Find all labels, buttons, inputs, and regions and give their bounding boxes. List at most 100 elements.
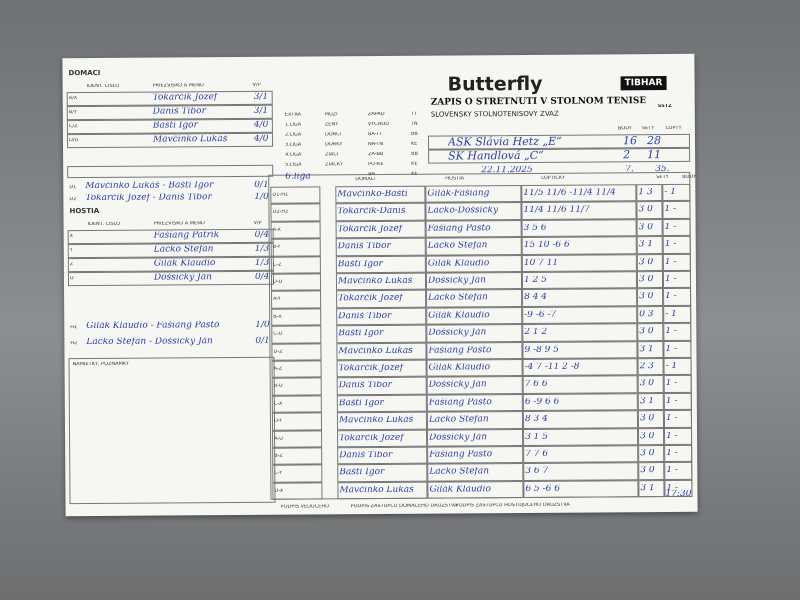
league-group: MUŽI bbox=[324, 112, 338, 118]
match-balls: 7 7 6 bbox=[525, 449, 549, 459]
team-column: SETY bbox=[641, 126, 655, 132]
match-guest: Došsický Ján bbox=[428, 328, 487, 338]
match-sets: 3 0 bbox=[640, 431, 655, 441]
player-name: Lacko Štefan bbox=[153, 244, 214, 255]
league-level: 3.LIGA bbox=[285, 142, 302, 148]
match-home: Daniš Tibor bbox=[337, 241, 391, 252]
signature-label: PODPIS ZÁSTUPCU HOSTUJÚCEHO DRUŽSTVA bbox=[455, 502, 570, 509]
match-pair: A-U bbox=[274, 436, 283, 442]
doubles-code: H1 bbox=[70, 325, 78, 331]
league-level: 1.LIGA bbox=[284, 122, 302, 128]
match-pair: C-U bbox=[273, 331, 283, 337]
match-points: 1 - bbox=[664, 205, 677, 215]
match-sets: 2 3 bbox=[639, 362, 654, 372]
match-points: 1 - bbox=[664, 257, 677, 267]
match-balls: -4 7 -11 2 -8 bbox=[524, 362, 580, 372]
match-points: 1 - bbox=[666, 431, 678, 441]
match-sets: 3 0 bbox=[639, 414, 655, 424]
sheet-subtitle: SLOVENSKÝ STOLNOTENISOVÝ ZVÄZ bbox=[430, 110, 559, 119]
match-guest: Lacko Štefan bbox=[429, 467, 490, 478]
player-code: C/Z bbox=[68, 124, 78, 130]
match-home: Tokarčík Jozef bbox=[338, 363, 404, 374]
player-vp: 3/1 bbox=[253, 106, 269, 116]
league-code: BB bbox=[411, 151, 418, 157]
match-guest: Fašiang Pasto bbox=[429, 450, 493, 460]
match-home: Mavčinko Lukáš bbox=[337, 276, 413, 287]
league-group: ŽIACI bbox=[325, 152, 339, 158]
match-points: 1 - bbox=[665, 327, 678, 337]
match-sets: 3 1 bbox=[639, 396, 655, 406]
match-home: Daniš Tibor bbox=[338, 381, 392, 391]
round: 7. bbox=[625, 165, 634, 175]
match-guest: Lacko Štefan bbox=[428, 415, 489, 425]
match-pair: D-Z bbox=[273, 349, 283, 355]
match-balls: 3 6 7 bbox=[525, 466, 549, 477]
match-points: 1 - bbox=[664, 222, 677, 232]
player-name: Bašti Igor bbox=[152, 120, 198, 131]
match-points: 1 - bbox=[666, 466, 678, 476]
match-points: 1 - bbox=[665, 396, 678, 406]
match-points: - 1 bbox=[664, 187, 677, 198]
team-label: HOSTIA bbox=[69, 207, 100, 216]
match-home: Mavčinko Lukáš bbox=[338, 346, 413, 356]
match-guest: Došsický Ján bbox=[427, 276, 486, 286]
match-pair: D-Y bbox=[273, 418, 283, 424]
match-balls: 10 7 11 bbox=[523, 257, 559, 268]
player-code: Y bbox=[69, 248, 73, 254]
notes-label: NÁMIETKY, POZNÁMKY bbox=[72, 361, 130, 368]
match-number: 35. bbox=[655, 164, 670, 175]
match-guest: Gilák Klaudio bbox=[428, 363, 491, 373]
player-name: Mavčinko Lukáš bbox=[152, 134, 228, 145]
match-points: - 1 bbox=[665, 361, 678, 372]
match-guest: Fašiang Pasto bbox=[428, 397, 492, 408]
team-column: LOPTY bbox=[665, 125, 682, 132]
match-home: Mavčinko-Bašti bbox=[337, 189, 408, 200]
match-sets: 3 0 bbox=[639, 327, 654, 337]
league-level: 5.LIGA bbox=[285, 162, 302, 168]
match-points: 1 - bbox=[664, 240, 677, 250]
league-group: DORCI bbox=[324, 132, 341, 138]
match-balls: 11/5 11/6 -11/4 11/4 bbox=[523, 188, 616, 198]
match-home: Bašti Igor bbox=[338, 398, 384, 409]
league-region: BA-TT bbox=[367, 131, 383, 138]
match-sets: 3 0 bbox=[639, 379, 655, 389]
match-points: 1 - bbox=[666, 448, 678, 459]
league-code: TT bbox=[410, 111, 417, 117]
doubles-vp: 1/0 bbox=[254, 192, 269, 202]
match-home: Tokarčík-Daniš bbox=[337, 207, 406, 217]
match-home: Daniš Tibor bbox=[339, 450, 393, 461]
column-header: IDENT. ČÍSLO bbox=[87, 221, 121, 228]
match-sets: 3 1 bbox=[638, 240, 654, 250]
league-group: DORKY bbox=[325, 142, 343, 148]
league-level: 4.LIGA bbox=[285, 152, 302, 158]
match-sets: 3 0 bbox=[640, 466, 655, 476]
league-code: KE bbox=[411, 161, 418, 167]
match-guest: Gilák Klaudio bbox=[429, 484, 491, 495]
team-points: 2 bbox=[623, 149, 631, 161]
match-home: Tokarčík Jozef bbox=[339, 433, 404, 443]
team-sets: 28 bbox=[646, 135, 662, 147]
match-balls: 2 1 2 bbox=[524, 327, 548, 338]
player-code: B/Y bbox=[68, 110, 77, 116]
player-vp: 4/0 bbox=[253, 134, 269, 144]
score-sheet: Butterfly TIBHAR ZÁPIS O STRETNUTÍ V STO… bbox=[62, 53, 698, 517]
player-code: U bbox=[69, 276, 74, 282]
player-name: Daniš Tibor bbox=[152, 106, 206, 117]
brand2: TIBHAR bbox=[620, 75, 667, 91]
signature-label: PODPIS ZÁSTUPCU DOMÁCEHO DRUŽSTVA bbox=[350, 503, 458, 510]
match-guest: Lacko-Došsický bbox=[427, 206, 499, 217]
sheet-title: ZÁPIS O STRETNUTÍ V STOLNOM TENISE bbox=[430, 96, 647, 108]
team-points: 16 bbox=[622, 135, 638, 147]
match-home: Tokarčík Jozef bbox=[338, 294, 403, 304]
player-name: Gilák Klaudio bbox=[153, 258, 216, 269]
team-column: BODY bbox=[617, 126, 632, 132]
brand: Butterfly bbox=[447, 72, 543, 96]
player-vp: 1/3 bbox=[254, 258, 270, 268]
match-sets: 3 1 bbox=[639, 344, 654, 354]
column-header: PRIEZVISKO A MENO bbox=[152, 83, 204, 89]
column-header: V/P bbox=[253, 220, 262, 226]
match-column: HOSTIA bbox=[445, 176, 465, 182]
match-points: 1 - bbox=[665, 292, 677, 302]
doubles-frame bbox=[67, 164, 274, 179]
match-date: 22.11.2025 bbox=[481, 165, 533, 176]
